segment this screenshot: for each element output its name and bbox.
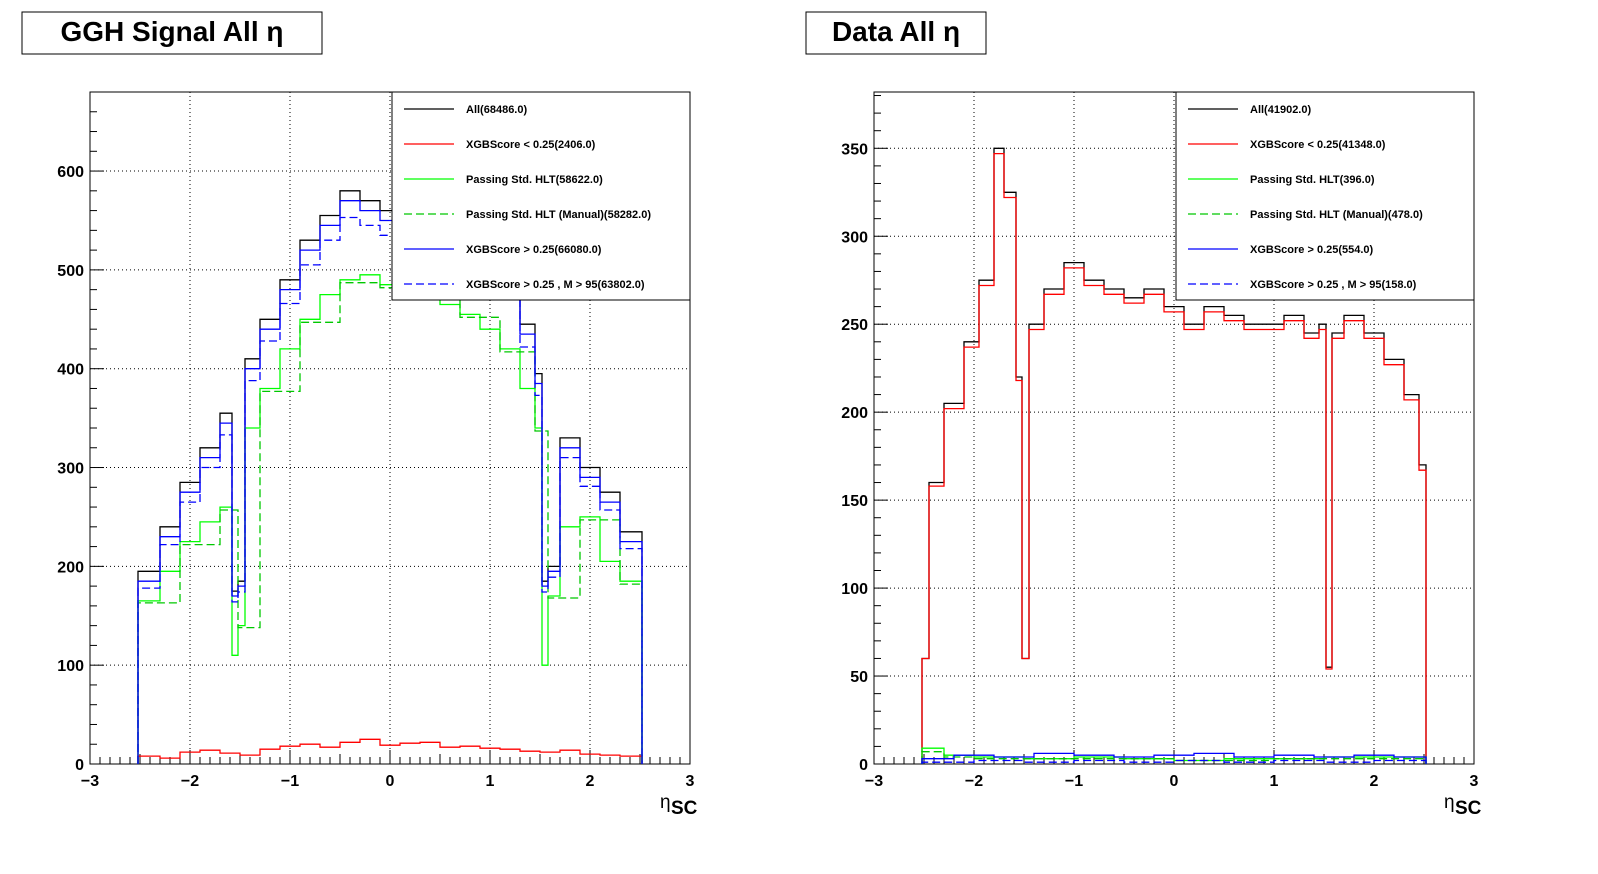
- legend-box: [391, 91, 691, 301]
- y-tick-label: 50: [850, 669, 868, 686]
- x-tick-label: 2: [586, 773, 595, 790]
- series-line-6: [137, 216, 643, 764]
- legend-entry: XGBScore > 0.25 , M > 95(158.0): [1250, 279, 1417, 291]
- x-tick-label: −1: [1065, 773, 1083, 790]
- x-tick-label: −1: [281, 773, 299, 790]
- legend-entry: Passing Std. HLT (Manual)(58282.0): [466, 209, 651, 221]
- y-tick-label: 400: [57, 362, 84, 379]
- x-tick-label: 2: [1370, 773, 1379, 790]
- y-tick-label: 300: [57, 461, 84, 478]
- series-line-2: [137, 738, 643, 764]
- x-tick-label: 3: [1470, 773, 1479, 790]
- legend-entry: XGBScore > 0.25 , M > 95(63802.0): [466, 279, 645, 291]
- series-line-4: [921, 751, 1427, 764]
- y-tick-label: 200: [841, 405, 868, 422]
- series-line-5: [921, 752, 1427, 764]
- legend-entry: All(41902.0): [1250, 104, 1311, 116]
- x-tick-label: 1: [486, 773, 495, 790]
- legend: All(41902.0) XGBScore < 0.25(41348.0) Pass…: [1175, 91, 1475, 301]
- y-tick-label: 0: [75, 757, 84, 774]
- y-tick-label: 600: [57, 164, 84, 181]
- y-tick-label: 250: [841, 317, 868, 334]
- chart-title: Data All η: [832, 16, 960, 47]
- chart-panel-1: GGH Signal All η −3 −2 −1 0 1 2 3 0 100 200 300 400 5…: [21, 11, 698, 819]
- series-line-2: [921, 152, 1427, 764]
- legend-entry: XGBScore > 0.25(66080.0): [466, 244, 602, 256]
- y-tick-label: 150: [841, 493, 868, 510]
- x-tick-label: −2: [965, 773, 983, 790]
- title-box: [21, 11, 323, 55]
- y-tick-label: 0: [859, 757, 868, 774]
- x-tick-label: 0: [386, 773, 395, 790]
- legend-entry: XGBScore > 0.25(554.0): [1250, 244, 1374, 256]
- x-tick-label: −3: [81, 773, 99, 790]
- x-axis-label-subscript: SC: [1455, 798, 1482, 819]
- legend: All(68486.0) XGBScore < 0.25(2406.0) Passi…: [391, 91, 691, 301]
- y-tick-label: 100: [57, 658, 84, 675]
- y-tick-label: 300: [841, 229, 868, 246]
- legend-entry: Passing Std. HLT(58622.0): [466, 174, 603, 186]
- y-tick-label: 350: [841, 141, 868, 158]
- series-line-4: [137, 282, 643, 764]
- x-tick-label: 3: [686, 773, 695, 790]
- legend-entry: All(68486.0): [466, 104, 527, 116]
- x-axis-label-subscript: SC: [671, 798, 698, 819]
- x-tick-label: 0: [1170, 773, 1179, 790]
- title-box: [805, 11, 987, 55]
- chart-panel-2: Data All η −3 −2 −1 0 1 2 3 0 50 100 150 200 250 300 35…: [805, 11, 1482, 819]
- x-tick-label: 1: [1270, 773, 1279, 790]
- x-axis-label: η: [1444, 792, 1455, 813]
- y-tick-label: 100: [841, 581, 868, 598]
- y-tick-label: 200: [57, 559, 84, 576]
- x-axis-label: η: [660, 792, 671, 813]
- chart-title: GGH Signal All η: [61, 16, 284, 47]
- legend-entry: XGBScore < 0.25(2406.0): [466, 139, 596, 151]
- x-tick-label: −3: [865, 773, 883, 790]
- x-tick-label: −2: [181, 773, 199, 790]
- legend-entry: Passing Std. HLT(396.0): [1250, 174, 1375, 186]
- series-line-6: [921, 759, 1427, 764]
- legend-box: [1175, 91, 1475, 301]
- legend-entry: XGBScore < 0.25(41348.0): [1250, 139, 1386, 151]
- y-tick-label: 500: [57, 263, 84, 280]
- legend-entry: Passing Std. HLT (Manual)(478.0): [1250, 209, 1423, 221]
